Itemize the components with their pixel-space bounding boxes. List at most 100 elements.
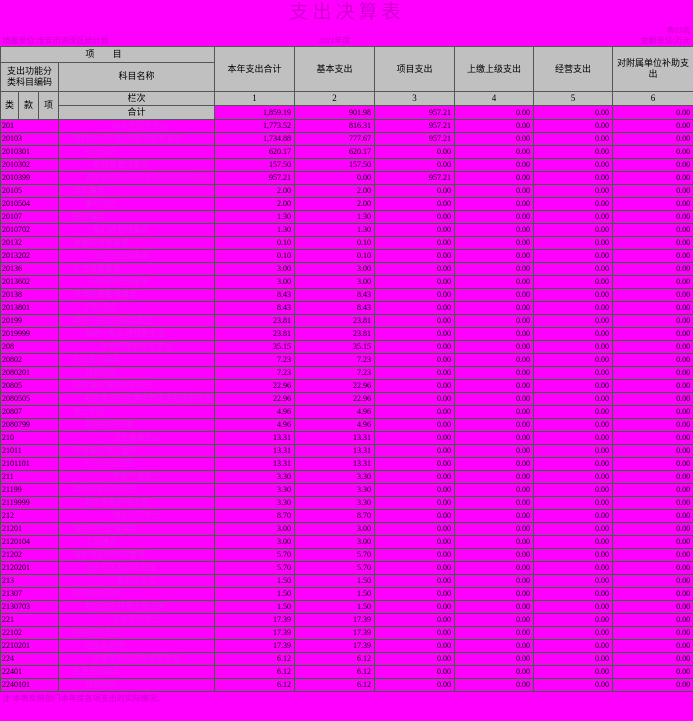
row-value-4: 0.00	[454, 418, 534, 432]
row-code: 210	[0, 431, 59, 445]
table-row: 21199 其他节能环保支出 3.30 3.30 0.00 0.00 0.00 0.00	[0, 483, 693, 497]
table-row: 2119999 其他节能环保支出 3.30 3.30 0.00 0.00 0.00 0.00	[0, 496, 693, 510]
row-value-3: 0.00	[374, 366, 455, 380]
row-value-5: 0.00	[533, 158, 613, 172]
row-subject-name: 其他政府办公厅(室)及相关机构事务支出	[58, 171, 215, 185]
row-value-1: 3.30	[214, 470, 295, 484]
row-value-2: 816.31	[294, 119, 375, 133]
header-name-col: 科目名称	[58, 61, 215, 93]
band-spacer-b	[374, 36, 455, 47]
table-row: 20138 市场监督管理事务 8.43 8.43 0.00 0.00 0.00 0.00	[0, 288, 693, 302]
row-value-4: 0.00	[454, 171, 534, 185]
row-value-5: 0.00	[533, 353, 613, 367]
row-value-5: 0.00	[533, 392, 613, 406]
table-row: 20107 税收事务 1.30 1.30 0.00 0.00 0.00 0.00	[0, 210, 693, 224]
row-value-1: 1.50	[214, 574, 295, 588]
row-subject-name: 发展与改革事务	[58, 236, 215, 250]
row-code: 2120104	[0, 535, 59, 549]
row-code: 2240101	[0, 678, 59, 692]
row-value-4: 0.00	[454, 249, 534, 263]
row-value-6: 0.00	[611, 366, 693, 380]
row-value-2: 22.96	[294, 392, 375, 406]
band-spacer-d	[533, 36, 613, 47]
row-subject-name: 行政运行	[58, 678, 215, 692]
row-subject-name: 事业运行	[58, 197, 215, 211]
band-spacer-c	[454, 36, 534, 47]
row-value-4: 0.00	[454, 184, 534, 198]
row-value-6: 0.00	[611, 496, 693, 510]
header-col-5: 经营支出	[533, 46, 613, 92]
row-code: 21201	[0, 522, 59, 536]
col-number-1: 1	[214, 91, 295, 106]
row-subject-name: 农林水支出	[58, 574, 215, 588]
row-value-1: 1,734.88	[214, 132, 295, 146]
row-value-2: 777.67	[294, 132, 375, 146]
table-row: 2210201 住房公积金 17.39 17.39 0.00 0.00 0.00 0.00	[0, 639, 693, 653]
band-c5	[533, 26, 613, 36]
row-value-1: 620.17	[214, 145, 295, 159]
row-value-4: 0.00	[454, 678, 534, 692]
table-row: 2019999 其他一般公共服务支出 23.81 23.81 0.00 0.00 0.00 0…	[0, 327, 693, 341]
row-value-3: 0.00	[374, 275, 455, 289]
row-value-6: 0.00	[611, 587, 693, 601]
row-value-3: 0.00	[374, 457, 455, 471]
table-row: 208 社会保障和就业支出 35.15 35.15 0.00 0.00 0.00 0.00	[0, 340, 693, 354]
col-number-3: 3	[374, 91, 455, 106]
expenditure-final-accounts-table: 支出决算表 表03表 填报单位:淮安市洪泽区统计局 2021年度 金额单位:万元…	[0, 0, 693, 703]
row-value-2: 6.12	[294, 678, 375, 692]
row-value-2: 23.81	[294, 314, 375, 328]
row-value-2: 23.81	[294, 327, 375, 341]
row-subject-name: 节能环保支出	[58, 470, 215, 484]
total-value-5: 0.00	[533, 105, 613, 120]
row-value-2: 8.43	[294, 288, 375, 302]
row-code: 2210201	[0, 639, 59, 653]
table-row: 211 节能环保支出 3.30 3.30 0.00 0.00 0.00 0.00	[0, 470, 693, 484]
row-value-6: 0.00	[611, 665, 693, 679]
row-code: 2013602	[0, 275, 59, 289]
row-value-1: 22.96	[214, 392, 295, 406]
row-code: 2080799	[0, 418, 59, 432]
total-value-3: 957.21	[374, 105, 455, 120]
table-row: 2240101 行政运行 6.12 6.12 0.00 0.00 0.00 0.00	[0, 678, 693, 692]
row-value-1: 13.31	[214, 457, 295, 471]
filer-unit: 填报单位:淮安市洪泽区统计局	[0, 36, 215, 47]
row-code: 212	[0, 509, 59, 523]
header-lanci-row: 类 款 项 栏次 1 2 3 4 5 6	[0, 91, 693, 120]
table-row: 20807 就业补助 4.96 4.96 0.00 0.00 0.00 0.00	[0, 405, 693, 419]
table-row: 2010504 事业运行 2.00 2.00 0.00 0.00 0.00 0.00	[0, 197, 693, 211]
row-value-6: 0.00	[611, 457, 693, 471]
row-value-5: 0.00	[533, 431, 613, 445]
row-code: 22102	[0, 626, 59, 640]
row-value-4: 0.00	[454, 626, 534, 640]
row-value-5: 0.00	[533, 509, 613, 523]
row-value-1: 1.30	[214, 223, 295, 237]
row-value-4: 0.00	[454, 366, 534, 380]
row-subject-name: 人力资源事务	[58, 262, 215, 276]
row-subject-name: 其他节能环保支出	[58, 496, 215, 510]
row-value-3: 957.21	[374, 171, 455, 185]
row-value-5: 0.00	[533, 457, 613, 471]
row-value-1: 8.43	[214, 301, 295, 315]
row-value-4: 0.00	[454, 639, 534, 653]
row-value-4: 0.00	[454, 353, 534, 367]
row-value-3: 0.00	[374, 210, 455, 224]
row-subject-name: 一般行政管理事务	[58, 249, 215, 263]
row-value-4: 0.00	[454, 392, 534, 406]
row-value-1: 2.00	[214, 197, 295, 211]
row-value-4: 0.00	[454, 431, 534, 445]
row-value-2: 157.50	[294, 158, 375, 172]
header-col-6: 对附属单位补助支出	[611, 46, 693, 92]
table-row: 2120201 城乡社区规划与管理 5.70 5.70 0.00 0.00 0.00 0.00	[0, 561, 693, 575]
row-code: 2019999	[0, 327, 59, 341]
row-value-2: 7.23	[294, 353, 375, 367]
row-value-6: 0.00	[611, 548, 693, 562]
row-value-2: 620.17	[294, 145, 375, 159]
row-value-2: 3.00	[294, 275, 375, 289]
row-code: 20132	[0, 236, 59, 250]
band-c4	[454, 26, 534, 36]
row-value-4: 0.00	[454, 561, 534, 575]
title-row: 支出决算表	[1, 0, 693, 26]
row-subject-name: 市场监督管理事务	[58, 288, 215, 302]
row-subject-name: 其他一般公共服务支出	[58, 327, 215, 341]
row-value-2: 4.96	[294, 405, 375, 419]
